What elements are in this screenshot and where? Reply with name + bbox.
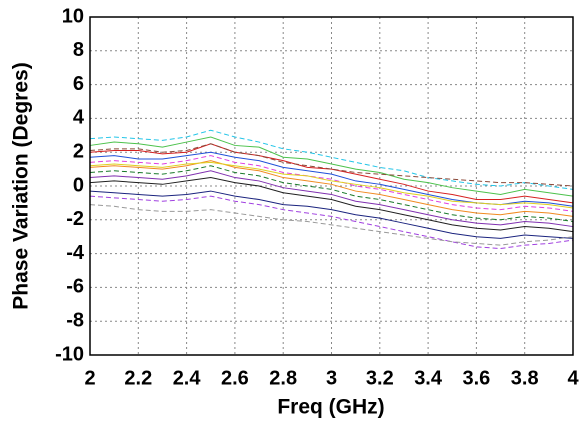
x-tick-label: 2.8 xyxy=(269,367,297,389)
y-tick-label: 8 xyxy=(73,39,84,61)
series-line xyxy=(89,155,574,212)
x-tick-label: 3.6 xyxy=(462,367,490,389)
x-tick-label: 3 xyxy=(326,367,337,389)
series-line xyxy=(89,160,574,217)
y-tick-label: -6 xyxy=(66,276,84,298)
x-tick-label: 2.4 xyxy=(173,367,202,389)
x-tick-label: 3.2 xyxy=(366,367,394,389)
series-line xyxy=(89,136,574,197)
y-tick-label: -4 xyxy=(66,242,85,264)
y-tick-label: -2 xyxy=(66,208,84,230)
y-tick-label: 4 xyxy=(73,107,85,129)
x-tick-label: 2 xyxy=(84,367,95,389)
x-axis-label: Freq (GHz) xyxy=(277,396,384,419)
series-line xyxy=(89,204,574,246)
y-tick-label: 0 xyxy=(73,174,84,196)
plot-border xyxy=(89,16,574,356)
y-tick-label: 10 xyxy=(62,5,84,27)
series-line xyxy=(89,143,574,204)
series-line xyxy=(89,195,574,250)
y-tick-label: 2 xyxy=(73,140,84,162)
x-tick-label: 2.2 xyxy=(124,367,152,389)
y-axis-label: Phase Variation (Degres) xyxy=(10,62,33,309)
y-tick-label: 6 xyxy=(73,73,84,95)
x-tick-label: 4 xyxy=(567,367,579,389)
series-line xyxy=(89,190,574,239)
series-line xyxy=(89,143,574,187)
y-tick-label: -10 xyxy=(55,343,84,365)
y-tick-label: -8 xyxy=(66,309,84,331)
series-line xyxy=(89,165,574,222)
series-line xyxy=(89,177,574,233)
lines xyxy=(89,129,574,250)
x-tick-label: 3.4 xyxy=(414,367,443,389)
series-line xyxy=(89,161,574,209)
x-tick-label: 2.6 xyxy=(221,367,249,389)
series-line xyxy=(89,129,574,190)
x-tick-label: 3.8 xyxy=(511,367,539,389)
series-line xyxy=(89,170,574,228)
